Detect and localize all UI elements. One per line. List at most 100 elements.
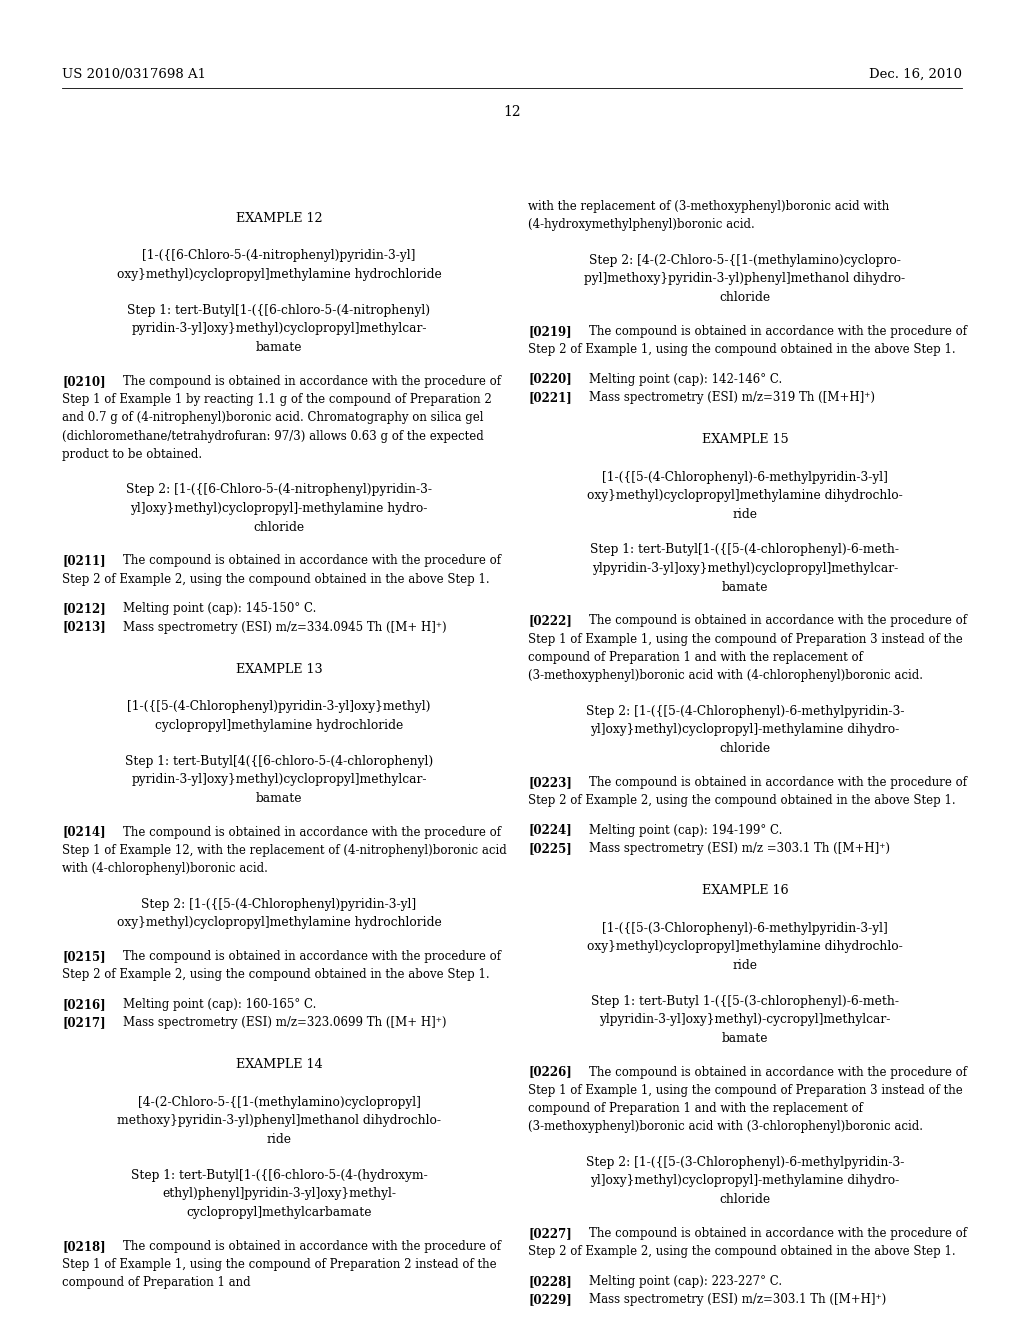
Text: chloride: chloride [253, 520, 304, 533]
Text: [0210]: [0210] [62, 375, 105, 388]
Text: The compound is obtained in accordance with the procedure of: The compound is obtained in accordance w… [589, 1065, 967, 1078]
Text: Dec. 16, 2010: Dec. 16, 2010 [869, 69, 962, 81]
Text: EXAMPLE 13: EXAMPLE 13 [236, 663, 323, 676]
Text: chloride: chloride [720, 1193, 771, 1206]
Text: chloride: chloride [720, 742, 771, 755]
Text: [0219]: [0219] [528, 325, 571, 338]
Text: chloride: chloride [720, 290, 771, 304]
Text: [1-({[5-(3-Chlorophenyl)-6-methylpyridin-3-yl]: [1-({[5-(3-Chlorophenyl)-6-methylpyridin… [602, 921, 888, 935]
Text: bamate: bamate [722, 581, 768, 594]
Text: pyridin-3-yl]oxy}methyl)cyclopropyl]methylcar-: pyridin-3-yl]oxy}methyl)cyclopropyl]meth… [131, 774, 427, 787]
Text: Step 1 of Example 12, with the replacement of (4-nitrophenyl)boronic acid: Step 1 of Example 12, with the replaceme… [62, 843, 507, 857]
Text: yl]oxy}methyl)cyclopropyl]-methylamine dihydro-: yl]oxy}methyl)cyclopropyl]-methylamine d… [591, 1175, 900, 1188]
Text: [0229]: [0229] [528, 1294, 571, 1305]
Text: Melting point (cap): 145-150° C.: Melting point (cap): 145-150° C. [123, 602, 316, 615]
Text: Step 1 of Example 1, using the compound of Preparation 3 instead of the: Step 1 of Example 1, using the compound … [528, 632, 963, 645]
Text: ride: ride [266, 1133, 292, 1146]
Text: Step 2 of Example 2, using the compound obtained in the above Step 1.: Step 2 of Example 2, using the compound … [528, 1245, 955, 1258]
Text: with the replacement of (3-methoxyphenyl)boronic acid with: with the replacement of (3-methoxyphenyl… [528, 201, 889, 213]
Text: EXAMPLE 14: EXAMPLE 14 [236, 1059, 323, 1072]
Text: Step 1 of Example 1, using the compound of Preparation 3 instead of the: Step 1 of Example 1, using the compound … [528, 1084, 963, 1097]
Text: Mass spectrometry (ESI) m/z=319 Th ([M+H]⁺): Mass spectrometry (ESI) m/z=319 Th ([M+H… [589, 391, 876, 404]
Text: [1-({[6-Chloro-5-(4-nitrophenyl)pyridin-3-yl]: [1-({[6-Chloro-5-(4-nitrophenyl)pyridin-… [142, 249, 416, 263]
Text: bamate: bamate [256, 341, 302, 354]
Text: compound of Preparation 1 and: compound of Preparation 1 and [62, 1276, 251, 1290]
Text: The compound is obtained in accordance with the procedure of: The compound is obtained in accordance w… [589, 1226, 967, 1239]
Text: [0225]: [0225] [528, 842, 571, 855]
Text: Step 2: [1-({[5-(4-Chlorophenyl)-6-methylpyridin-3-: Step 2: [1-({[5-(4-Chlorophenyl)-6-methy… [586, 705, 904, 718]
Text: [0221]: [0221] [528, 391, 571, 404]
Text: [0214]: [0214] [62, 825, 105, 838]
Text: yl]oxy}methyl)cyclopropyl]-methylamine dihydro-: yl]oxy}methyl)cyclopropyl]-methylamine d… [591, 723, 900, 737]
Text: Mass spectrometry (ESI) m/z =303.1 Th ([M+H]⁺): Mass spectrometry (ESI) m/z =303.1 Th ([… [589, 842, 890, 855]
Text: pyl]methoxy}pyridin-3-yl)phenyl]methanol dihydro-: pyl]methoxy}pyridin-3-yl)phenyl]methanol… [585, 272, 905, 285]
Text: Melting point (cap): 160-165° C.: Melting point (cap): 160-165° C. [123, 998, 316, 1011]
Text: oxy}methyl)cyclopropyl]methylamine hydrochloride: oxy}methyl)cyclopropyl]methylamine hydro… [117, 916, 441, 929]
Text: ylpyridin-3-yl]oxy}methyl)cyclopropyl]methylcar-: ylpyridin-3-yl]oxy}methyl)cyclopropyl]me… [592, 562, 898, 576]
Text: EXAMPLE 12: EXAMPLE 12 [236, 213, 323, 224]
Text: product to be obtained.: product to be obtained. [62, 447, 202, 461]
Text: [1-({[5-(4-Chlorophenyl)pyridin-3-yl]oxy}methyl): [1-({[5-(4-Chlorophenyl)pyridin-3-yl]oxy… [127, 701, 431, 713]
Text: yl]oxy}methyl)cyclopropyl]-methylamine hydro-: yl]oxy}methyl)cyclopropyl]-methylamine h… [130, 502, 428, 515]
Text: compound of Preparation 1 and with the replacement of: compound of Preparation 1 and with the r… [528, 651, 863, 664]
Text: The compound is obtained in accordance with the procedure of: The compound is obtained in accordance w… [589, 325, 967, 338]
Text: ylpyridin-3-yl]oxy}methyl)-cycropyl]methylcar-: ylpyridin-3-yl]oxy}methyl)-cycropyl]meth… [599, 1014, 891, 1026]
Text: oxy}methyl)cyclopropyl]methylamine dihydrochlo-: oxy}methyl)cyclopropyl]methylamine dihyd… [587, 940, 903, 953]
Text: The compound is obtained in accordance with the procedure of: The compound is obtained in accordance w… [123, 1239, 501, 1253]
Text: [0217]: [0217] [62, 1016, 105, 1030]
Text: Melting point (cap): 142-146° C.: Melting point (cap): 142-146° C. [589, 372, 782, 385]
Text: The compound is obtained in accordance with the procedure of: The compound is obtained in accordance w… [123, 825, 501, 838]
Text: methoxy}pyridin-3-yl)phenyl]methanol dihydrochlo-: methoxy}pyridin-3-yl)phenyl]methanol dih… [117, 1114, 441, 1127]
Text: Step 1: tert-Butyl[4({[6-chloro-5-(4-chlorophenyl): Step 1: tert-Butyl[4({[6-chloro-5-(4-chl… [125, 755, 433, 767]
Text: [0224]: [0224] [528, 824, 571, 837]
Text: [0213]: [0213] [62, 620, 105, 634]
Text: Step 1: tert-Butyl[1-({[6-chloro-5-(4-(hydroxym-: Step 1: tert-Butyl[1-({[6-chloro-5-(4-(h… [131, 1168, 427, 1181]
Text: [0223]: [0223] [528, 776, 571, 789]
Text: oxy}methyl)cyclopropyl]methylamine dihydrochlo-: oxy}methyl)cyclopropyl]methylamine dihyd… [587, 490, 903, 502]
Text: US 2010/0317698 A1: US 2010/0317698 A1 [62, 69, 206, 81]
Text: [0228]: [0228] [528, 1275, 571, 1288]
Text: Step 2: [1-({[5-(4-Chlorophenyl)pyridin-3-yl]: Step 2: [1-({[5-(4-Chlorophenyl)pyridin-… [141, 898, 417, 911]
Text: [0222]: [0222] [528, 615, 571, 627]
Text: Step 2 of Example 2, using the compound obtained in the above Step 1.: Step 2 of Example 2, using the compound … [62, 573, 489, 586]
Text: Mass spectrometry (ESI) m/z=323.0699 Th ([M+ H]⁺): Mass spectrometry (ESI) m/z=323.0699 Th … [123, 1016, 446, 1030]
Text: EXAMPLE 16: EXAMPLE 16 [701, 884, 788, 898]
Text: [0216]: [0216] [62, 998, 105, 1011]
Text: Melting point (cap): 194-199° C.: Melting point (cap): 194-199° C. [589, 824, 782, 837]
Text: [0212]: [0212] [62, 602, 105, 615]
Text: Step 2 of Example 2, using the compound obtained in the above Step 1.: Step 2 of Example 2, using the compound … [62, 969, 489, 981]
Text: oxy}methyl)cyclopropyl]methylamine hydrochloride: oxy}methyl)cyclopropyl]methylamine hydro… [117, 268, 441, 281]
Text: Step 2 of Example 1, using the compound obtained in the above Step 1.: Step 2 of Example 1, using the compound … [528, 343, 955, 356]
Text: Step 2: [1-({[6-Chloro-5-(4-nitrophenyl)pyridin-3-: Step 2: [1-({[6-Chloro-5-(4-nitrophenyl)… [126, 483, 432, 496]
Text: and 0.7 g of (4-nitrophenyl)boronic acid. Chromatography on silica gel: and 0.7 g of (4-nitrophenyl)boronic acid… [62, 412, 483, 425]
Text: Mass spectrometry (ESI) m/z=334.0945 Th ([M+ H]⁺): Mass spectrometry (ESI) m/z=334.0945 Th … [123, 620, 446, 634]
Text: Step 1 of Example 1 by reacting 1.1 g of the compound of Preparation 2: Step 1 of Example 1 by reacting 1.1 g of… [62, 393, 492, 407]
Text: The compound is obtained in accordance with the procedure of: The compound is obtained in accordance w… [123, 554, 501, 568]
Text: Mass spectrometry (ESI) m/z=303.1 Th ([M+H]⁺): Mass spectrometry (ESI) m/z=303.1 Th ([M… [589, 1294, 887, 1305]
Text: cyclopropyl]methylcarbamate: cyclopropyl]methylcarbamate [186, 1206, 372, 1218]
Text: Step 1: tert-Butyl[1-({[6-chloro-5-(4-nitrophenyl): Step 1: tert-Butyl[1-({[6-chloro-5-(4-ni… [127, 304, 430, 317]
Text: [0211]: [0211] [62, 554, 105, 568]
Text: 12: 12 [503, 106, 521, 119]
Text: Step 2 of Example 2, using the compound obtained in the above Step 1.: Step 2 of Example 2, using the compound … [528, 795, 955, 807]
Text: Step 1 of Example 1, using the compound of Preparation 2 instead of the: Step 1 of Example 1, using the compound … [62, 1258, 497, 1271]
Text: Step 1: tert-Butyl[1-({[5-(4-chlorophenyl)-6-meth-: Step 1: tert-Butyl[1-({[5-(4-chloropheny… [591, 544, 899, 557]
Text: (4-hydroxymethylphenyl)boronic acid.: (4-hydroxymethylphenyl)boronic acid. [528, 218, 755, 231]
Text: The compound is obtained in accordance with the procedure of: The compound is obtained in accordance w… [589, 776, 967, 789]
Text: [1-({[5-(4-Chlorophenyl)-6-methylpyridin-3-yl]: [1-({[5-(4-Chlorophenyl)-6-methylpyridin… [602, 471, 888, 483]
Text: [0218]: [0218] [62, 1239, 105, 1253]
Text: Melting point (cap): 223-227° C.: Melting point (cap): 223-227° C. [589, 1275, 782, 1288]
Text: EXAMPLE 15: EXAMPLE 15 [701, 433, 788, 446]
Text: [4-(2-Chloro-5-{[1-(methylamino)cyclopropyl]: [4-(2-Chloro-5-{[1-(methylamino)cyclopro… [137, 1096, 421, 1109]
Text: The compound is obtained in accordance with the procedure of: The compound is obtained in accordance w… [123, 375, 501, 388]
Text: cyclopropyl]methylamine hydrochloride: cyclopropyl]methylamine hydrochloride [155, 719, 403, 731]
Text: ride: ride [732, 508, 758, 520]
Text: Step 2: [4-(2-Chloro-5-{[1-(methylamino)cyclopro-: Step 2: [4-(2-Chloro-5-{[1-(methylamino)… [589, 253, 901, 267]
Text: pyridin-3-yl]oxy}methyl)cyclopropyl]methylcar-: pyridin-3-yl]oxy}methyl)cyclopropyl]meth… [131, 322, 427, 335]
Text: bamate: bamate [256, 792, 302, 805]
Text: compound of Preparation 1 and with the replacement of: compound of Preparation 1 and with the r… [528, 1102, 863, 1115]
Text: bamate: bamate [722, 1032, 768, 1044]
Text: (3-methoxyphenyl)boronic acid with (3-chlorophenyl)boronic acid.: (3-methoxyphenyl)boronic acid with (3-ch… [528, 1121, 923, 1134]
Text: ethyl)phenyl]pyridin-3-yl]oxy}methyl-: ethyl)phenyl]pyridin-3-yl]oxy}methyl- [162, 1188, 396, 1200]
Text: The compound is obtained in accordance with the procedure of: The compound is obtained in accordance w… [589, 615, 967, 627]
